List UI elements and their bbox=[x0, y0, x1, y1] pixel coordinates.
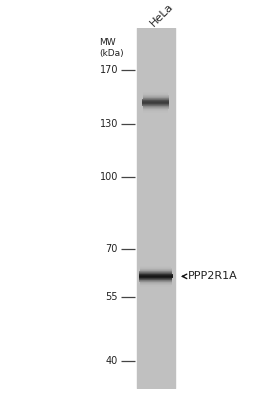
Text: MW: MW bbox=[99, 38, 116, 47]
Text: HeLa: HeLa bbox=[149, 1, 176, 28]
Text: 130: 130 bbox=[100, 119, 118, 129]
Text: PPP2R1A: PPP2R1A bbox=[188, 271, 238, 281]
Text: 170: 170 bbox=[100, 66, 118, 76]
Text: 100: 100 bbox=[100, 172, 118, 182]
Text: (kDa): (kDa) bbox=[99, 49, 124, 58]
Text: 55: 55 bbox=[105, 292, 118, 302]
Text: 70: 70 bbox=[106, 244, 118, 254]
Text: 40: 40 bbox=[106, 356, 118, 366]
